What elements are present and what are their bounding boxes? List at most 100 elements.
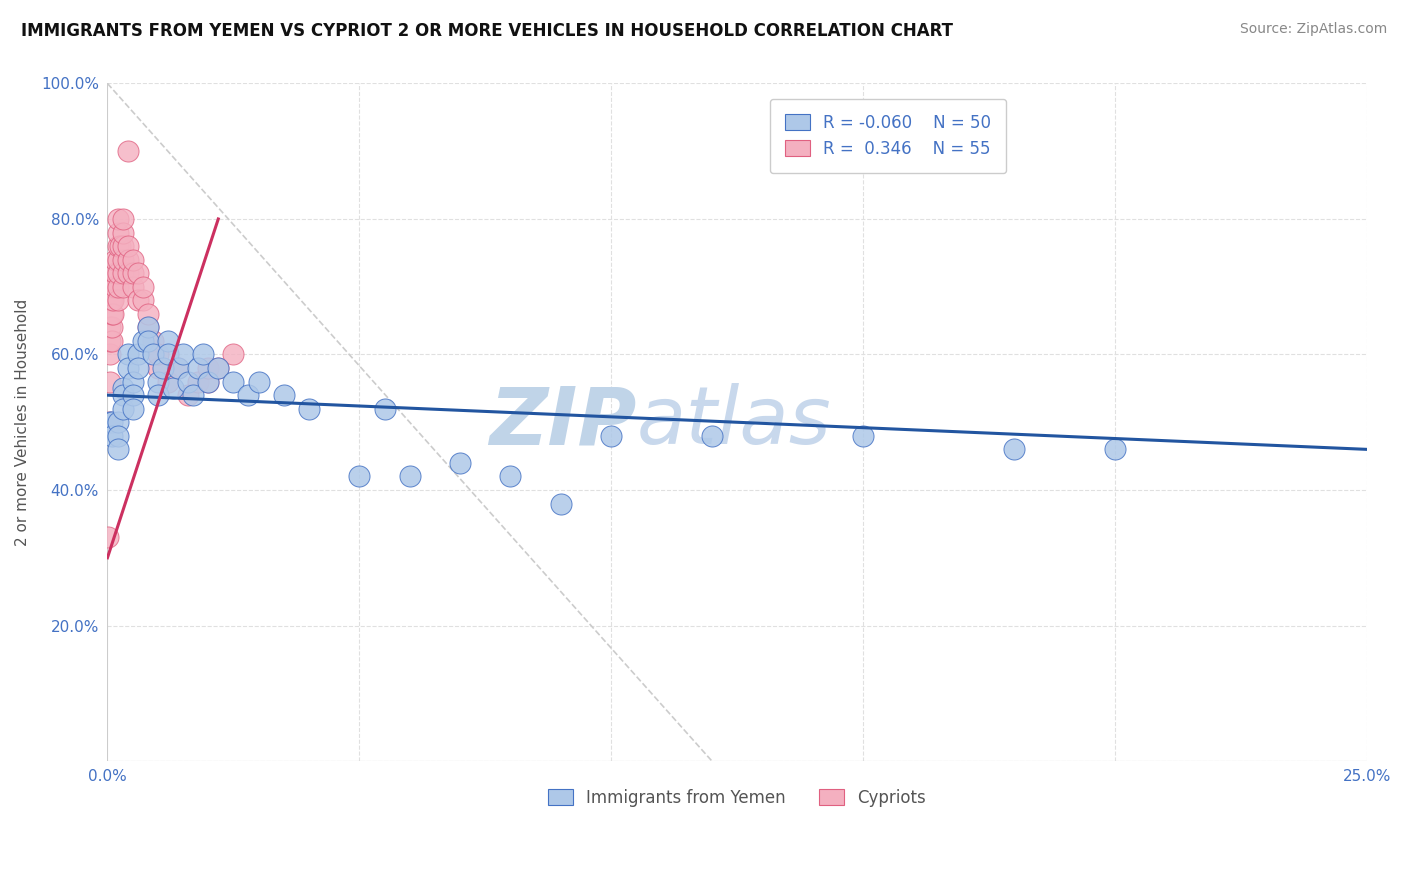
Point <box>142 347 165 361</box>
Point <box>177 375 200 389</box>
Point <box>156 375 179 389</box>
Point <box>117 239 139 253</box>
Point <box>111 226 134 240</box>
Point <box>121 252 143 267</box>
Point <box>101 293 124 308</box>
Point <box>111 381 134 395</box>
Point <box>121 279 143 293</box>
Point <box>181 388 204 402</box>
Point <box>98 320 121 334</box>
Point <box>167 361 190 376</box>
Point <box>298 401 321 416</box>
Point <box>152 361 174 376</box>
Point <box>101 429 124 443</box>
Text: IMMIGRANTS FROM YEMEN VS CYPRIOT 2 OR MORE VEHICLES IN HOUSEHOLD CORRELATION CHA: IMMIGRANTS FROM YEMEN VS CYPRIOT 2 OR MO… <box>21 22 953 40</box>
Point <box>136 320 159 334</box>
Point <box>136 334 159 348</box>
Point <box>97 531 120 545</box>
Y-axis label: 2 or more Vehicles in Household: 2 or more Vehicles in Household <box>15 299 30 546</box>
Point <box>852 429 875 443</box>
Point <box>117 145 139 159</box>
Point <box>107 415 129 429</box>
Point <box>142 334 165 348</box>
Point <box>97 415 120 429</box>
Point <box>107 239 129 253</box>
Point <box>177 388 200 402</box>
Point <box>111 388 134 402</box>
Point <box>107 442 129 457</box>
Point <box>121 401 143 416</box>
Point <box>131 334 153 348</box>
Point <box>398 469 420 483</box>
Point <box>191 347 214 361</box>
Point <box>98 415 121 429</box>
Point <box>172 347 194 361</box>
Text: ZIP: ZIP <box>489 384 637 461</box>
Text: atlas: atlas <box>637 384 831 461</box>
Point <box>207 361 229 376</box>
Point <box>156 334 179 348</box>
Point <box>207 361 229 376</box>
Point <box>107 226 129 240</box>
Point <box>111 279 134 293</box>
Point <box>98 334 121 348</box>
Point <box>499 469 522 483</box>
Point <box>373 401 395 416</box>
Point <box>146 388 169 402</box>
Point <box>107 279 129 293</box>
Point <box>107 211 129 226</box>
Point <box>222 375 245 389</box>
Point <box>700 429 723 443</box>
Point <box>101 279 124 293</box>
Point <box>127 266 149 280</box>
Point <box>108 239 131 253</box>
Point <box>131 279 153 293</box>
Point <box>197 375 219 389</box>
Point <box>104 279 127 293</box>
Point <box>131 293 153 308</box>
Point <box>103 307 125 321</box>
Point <box>238 388 260 402</box>
Point <box>101 334 124 348</box>
Point <box>136 307 159 321</box>
Point <box>107 266 129 280</box>
Point <box>136 320 159 334</box>
Point <box>100 293 122 308</box>
Point <box>127 293 149 308</box>
Point <box>103 293 125 308</box>
Point <box>156 347 179 361</box>
Point <box>111 239 134 253</box>
Point <box>550 497 572 511</box>
Point <box>187 375 209 389</box>
Point <box>247 375 270 389</box>
Point <box>449 456 471 470</box>
Point <box>107 293 129 308</box>
Point <box>111 266 134 280</box>
Point <box>121 266 143 280</box>
Point <box>127 361 149 376</box>
Point <box>98 347 121 361</box>
Point <box>121 388 143 402</box>
Point <box>146 375 169 389</box>
Point <box>197 375 219 389</box>
Legend: Immigrants from Yemen, Cypriots: Immigrants from Yemen, Cypriots <box>541 782 934 814</box>
Point <box>146 347 169 361</box>
Point <box>107 252 129 267</box>
Point <box>111 401 134 416</box>
Point <box>111 252 134 267</box>
Point <box>1002 442 1025 457</box>
Point <box>117 361 139 376</box>
Point <box>104 252 127 267</box>
Point <box>117 347 139 361</box>
Point <box>101 307 124 321</box>
Text: Source: ZipAtlas.com: Source: ZipAtlas.com <box>1240 22 1388 37</box>
Point <box>117 266 139 280</box>
Point <box>600 429 623 443</box>
Point <box>197 361 219 376</box>
Point <box>187 361 209 376</box>
Point <box>104 266 127 280</box>
Point <box>273 388 295 402</box>
Point <box>107 429 129 443</box>
Point <box>349 469 371 483</box>
Point <box>111 211 134 226</box>
